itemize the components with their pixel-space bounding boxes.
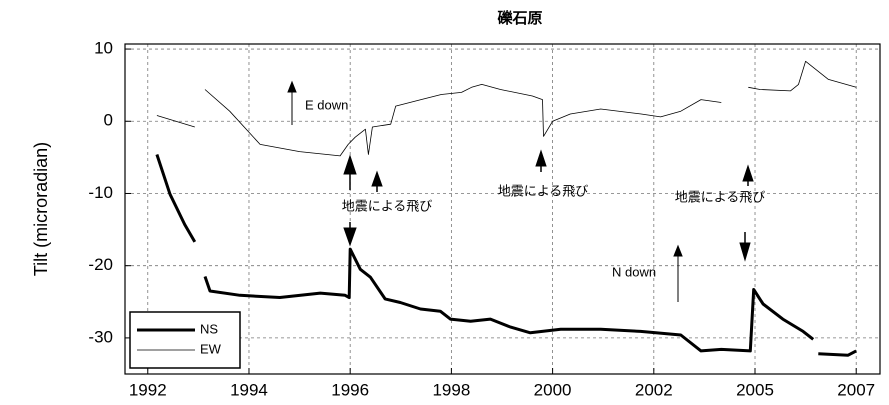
annotation: 地震による飛び [498, 183, 589, 198]
chart-title: 礫石原 [497, 9, 542, 27]
annotation: E down [305, 97, 348, 112]
annotation-arrows [287, 80, 754, 302]
y-tick-label: -20 [88, 255, 113, 274]
x-tick-label: 1994 [230, 380, 268, 399]
x-tick-label: 2002 [635, 380, 673, 399]
arrow-head [343, 227, 357, 247]
y-axis-label: Tilt (microradian) [31, 142, 51, 276]
legend-label: EW [200, 341, 222, 356]
plot-frame [124, 43, 881, 375]
x-tick-label: 2000 [534, 380, 572, 399]
x-tick-label: 1998 [432, 380, 470, 399]
legend-label: NS [200, 321, 218, 336]
arrow-head [739, 242, 751, 262]
y-tick-label: 10 [94, 39, 113, 58]
x-tick-label: 2005 [736, 380, 774, 399]
arrow-head [287, 80, 297, 93]
arrow-head [742, 164, 754, 182]
x-tick-label: 2007 [837, 380, 875, 399]
arrow-head [343, 154, 357, 175]
x-tick-label: 1992 [129, 380, 167, 399]
arrow-head [535, 149, 547, 167]
y-tick-label: -30 [88, 327, 113, 346]
legend [129, 311, 241, 369]
x-tick-label: 1996 [331, 380, 369, 399]
arrow-head [371, 170, 383, 187]
series-line [155, 154, 857, 357]
y-tick-label: 0 [104, 111, 113, 130]
plot-area [125, 44, 880, 374]
annotation: N down [612, 264, 656, 279]
annotation: 地震による飛び [342, 198, 433, 213]
arrow-head [673, 244, 683, 257]
series-line [156, 60, 857, 157]
annotation: 地震による飛び [675, 189, 766, 204]
y-tick-label: -10 [88, 183, 113, 202]
